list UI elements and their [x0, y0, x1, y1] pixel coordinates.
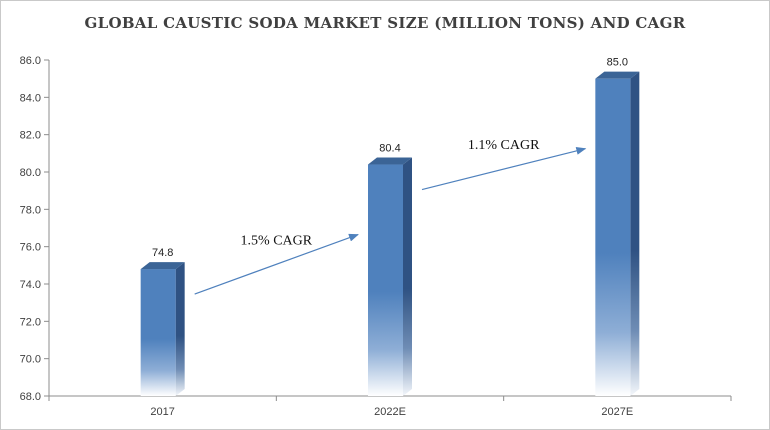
x-axis: 2017 2022E 2027E	[48, 395, 732, 418]
y-tick-label: 82.0	[20, 130, 41, 142]
bar-value-label: 80.4	[379, 143, 400, 155]
bar: 74.8	[140, 247, 185, 396]
y-tick-label: 78.0	[20, 204, 41, 216]
cagr-annotation: 1.1% CAGR	[421, 138, 587, 191]
bar-side	[175, 262, 185, 396]
bar-side	[630, 71, 640, 397]
y-tick-label: 80.0	[20, 167, 41, 179]
y-tick-label: 70.0	[20, 354, 41, 366]
cagr-label: 1.5% CAGR	[241, 233, 313, 248]
y-tick-label: 86.0	[20, 55, 41, 67]
chart-title: GLOBAL CAUSTIC SODA MARKET SIZE (MILLION…	[84, 14, 686, 32]
y-tick-label: 74.0	[20, 279, 41, 291]
y-tick-label: 68.0	[20, 391, 41, 403]
y-tick-label: 84.0	[20, 92, 41, 104]
bar-top	[595, 71, 640, 79]
bar-top	[140, 262, 185, 270]
bar-series: 74.8 80.4 85.0	[140, 57, 640, 397]
cagr-annotation: 1.5% CAGR	[194, 233, 359, 295]
cagr-arrow	[421, 146, 587, 191]
y-tick-label: 76.0	[20, 242, 41, 254]
cagr-arrow	[194, 233, 359, 295]
cagr-label: 1.1% CAGR	[468, 138, 540, 153]
cagr-annotations: 1.5% CAGR 1.1% CAGR	[194, 138, 587, 295]
y-axis: 68.0 70.0 72.0 74.0 76.0 78.0 80.0 82.0 84.0 86.0	[20, 55, 50, 403]
bar-value-label: 74.8	[152, 247, 173, 259]
bar-front	[140, 269, 176, 396]
bar-front	[595, 78, 631, 397]
x-tick-label: 2027E	[601, 406, 633, 418]
y-tick-label: 72.0	[20, 316, 41, 328]
bar-front	[368, 164, 403, 396]
bar-value-label: 85.0	[607, 57, 628, 69]
x-tick-label: 2017	[150, 406, 174, 418]
bar: 85.0	[595, 57, 640, 397]
x-tick-label: 2022E	[374, 406, 406, 418]
bar-side	[403, 157, 412, 396]
bar-top	[368, 157, 412, 165]
bar: 80.4	[368, 143, 412, 396]
